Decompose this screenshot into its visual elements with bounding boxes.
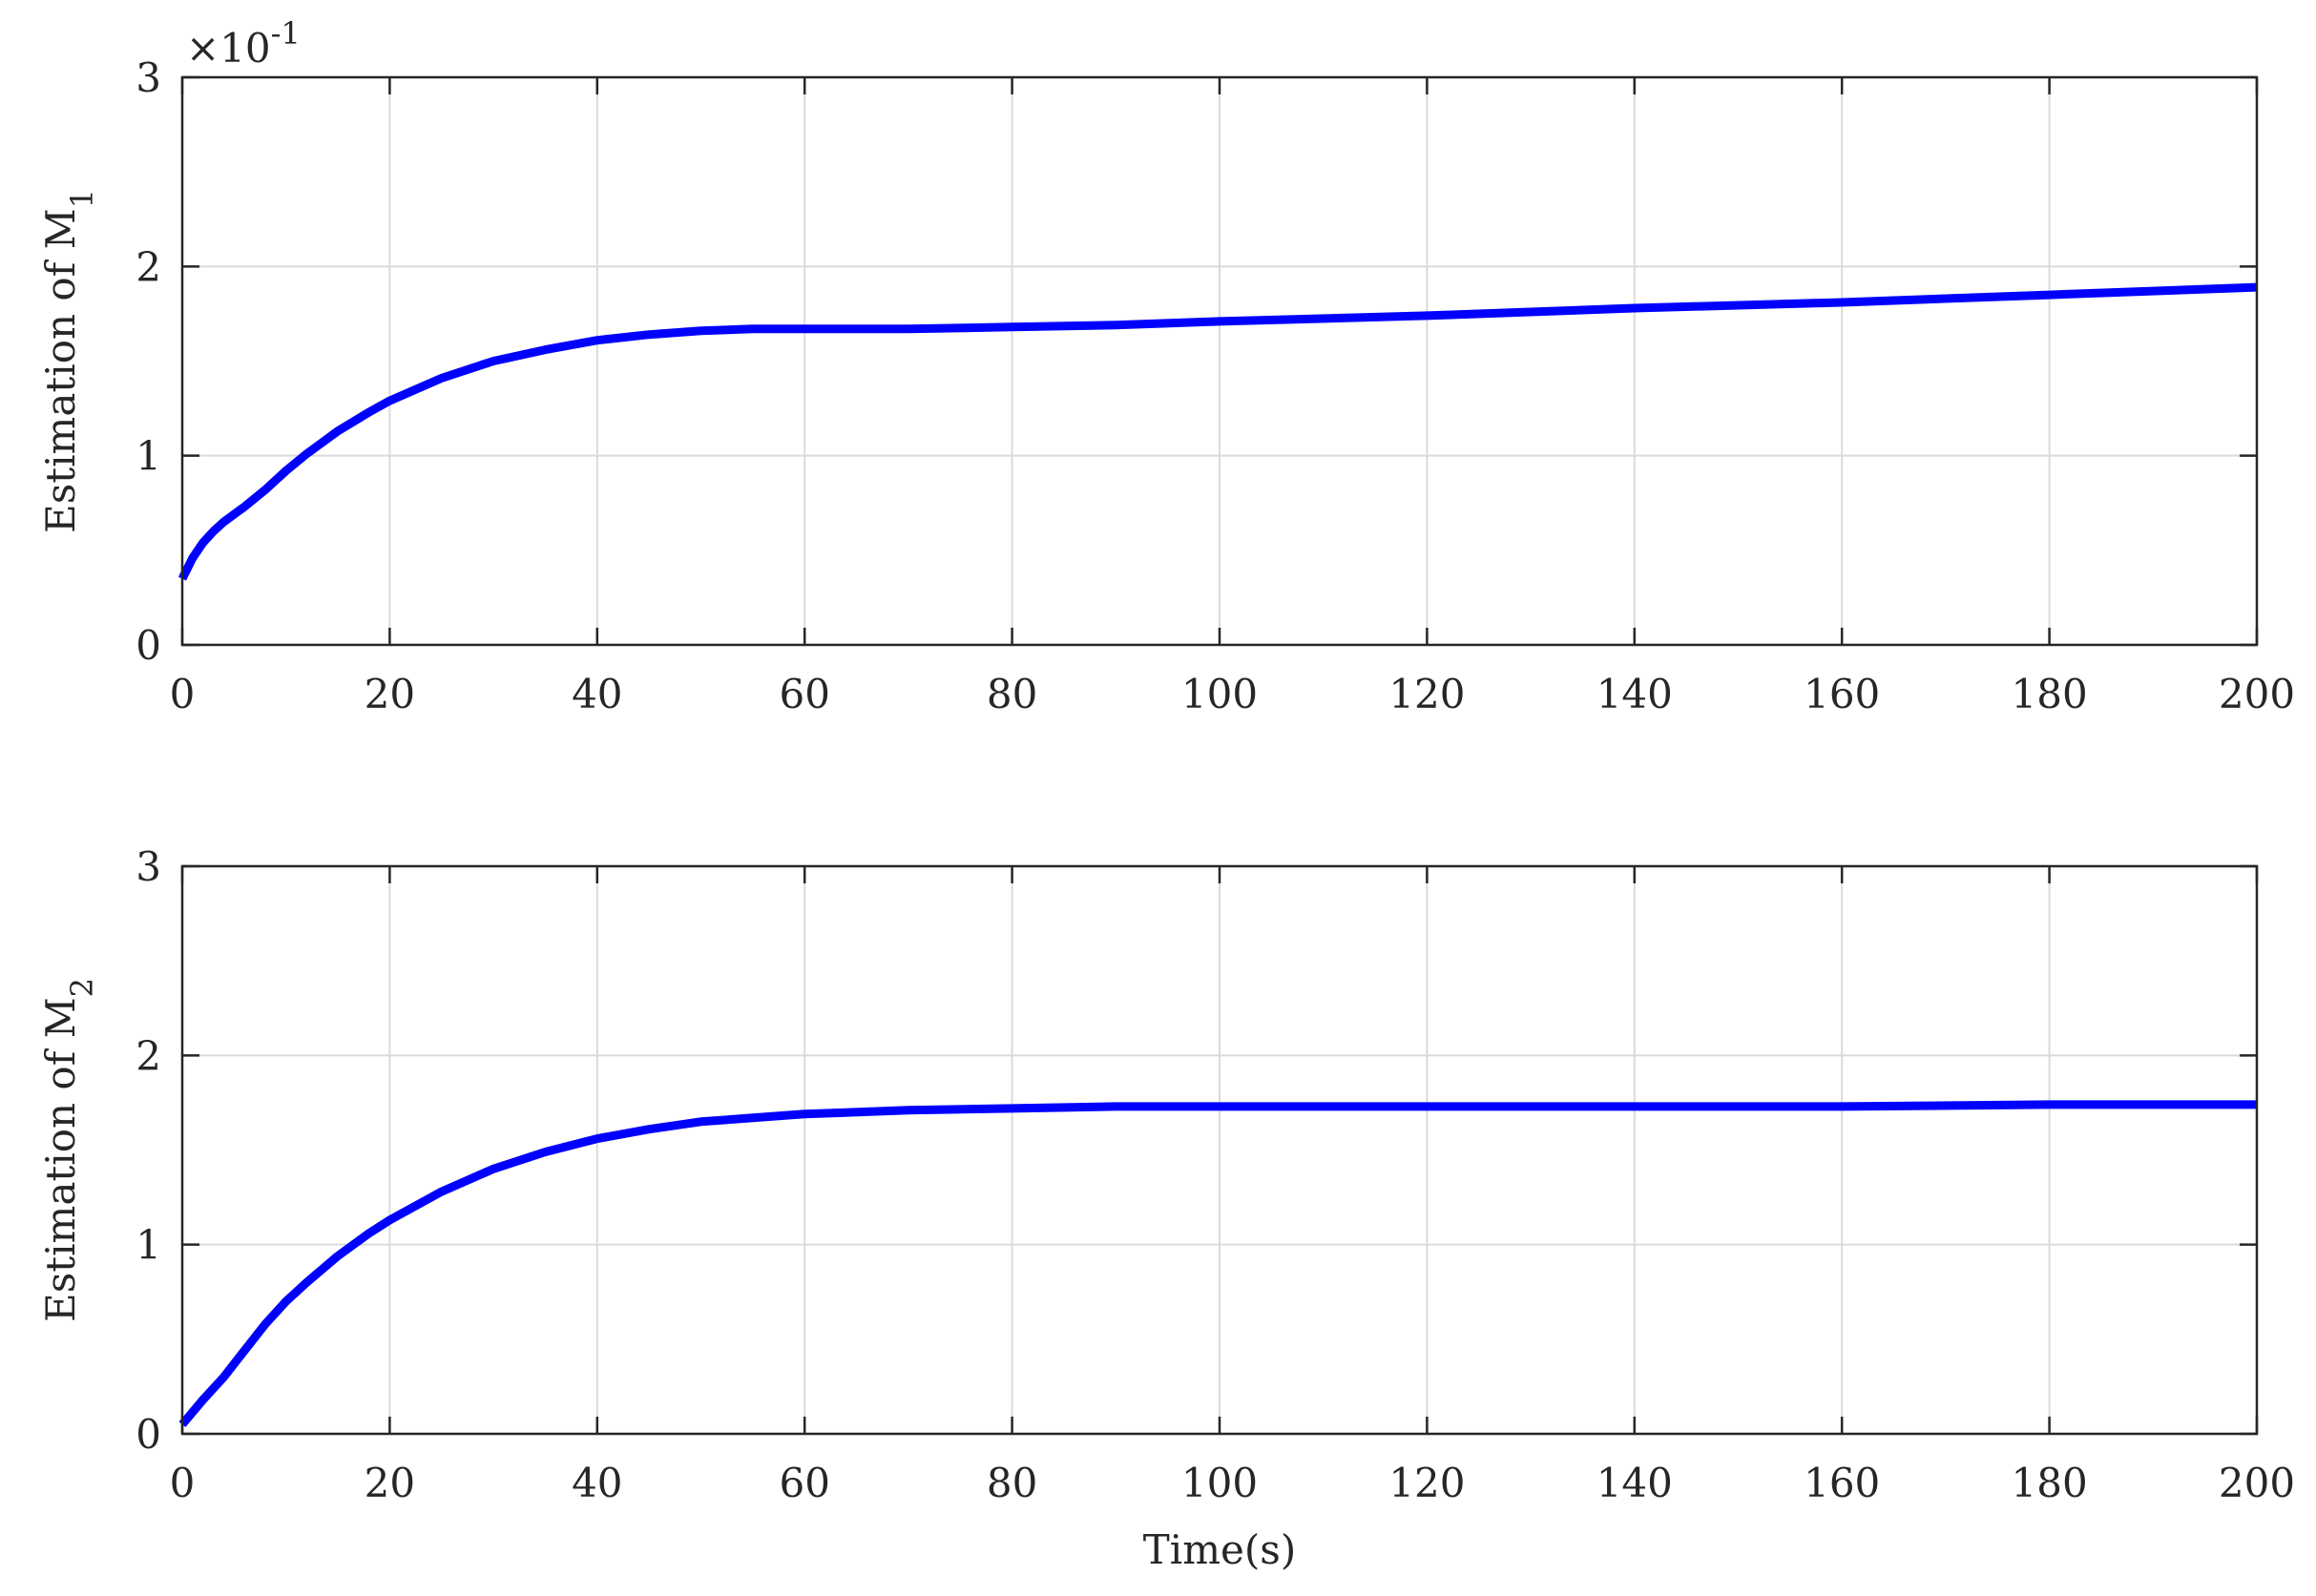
x-tick-label: 60 (779, 1460, 829, 1506)
y-tick-label: 1 (136, 1222, 161, 1269)
x-tick-label: 200 (2219, 671, 2295, 717)
axis-multiplier: ×10-1 (186, 15, 301, 72)
y-tick-label: 3 (136, 843, 161, 890)
x-tick-label: 120 (1388, 1460, 1465, 1506)
x-tick-label: 0 (170, 671, 196, 717)
x-tick-label: 140 (1596, 1460, 1673, 1506)
x-tick-label: 40 (572, 671, 622, 717)
chart-panel-bottom: 0 20 40 60 80 100 120 140 160 180 200 0 1 2 3 Estimat… (37, 843, 2295, 1573)
y-axis-title-main: Estimation of M (37, 208, 84, 533)
series-group (177, 282, 2258, 581)
x-axis-title: Time(s) (1143, 1526, 1296, 1573)
y-axis-title-subscript: 1 (64, 189, 100, 208)
y-tick-labels: 0 1 2 3 (136, 843, 161, 1458)
x-tick-label: 20 (365, 671, 415, 717)
x-tick-label: 160 (1804, 1460, 1880, 1506)
x-tick-labels: 0 20 40 60 80 100 120 140 160 180 200 (170, 1460, 2295, 1506)
x-tick-label: 20 (365, 1460, 415, 1506)
y-axis-title-subscript: 2 (64, 978, 100, 997)
x-tick-label: 0 (170, 1460, 196, 1506)
x-tick-label: 100 (1181, 671, 1258, 717)
tick-marks (180, 75, 2259, 647)
x-tick-label: 120 (1388, 671, 1465, 717)
axis-multiplier-exponent: -1 (271, 15, 301, 52)
y-tick-label: 2 (136, 243, 161, 290)
y-tick-label: 0 (136, 622, 161, 669)
x-tick-label: 180 (2012, 671, 2088, 717)
y-tick-label: 3 (136, 54, 161, 101)
tick-marks (180, 864, 2259, 1436)
axis-multiplier-base: ×10 (186, 25, 271, 72)
x-tick-label: 60 (779, 671, 829, 717)
x-tick-label: 100 (1181, 1460, 1258, 1506)
chart-panel-top: 0 20 40 60 80 100 120 140 160 180 200 0 1 2 3 Estimat… (37, 15, 2295, 717)
y-tick-label: 0 (136, 1411, 161, 1458)
x-tick-label: 80 (987, 671, 1037, 717)
y-tick-label: 1 (136, 433, 161, 480)
x-tick-label: 40 (572, 1460, 622, 1506)
y-axis-title-main: Estimation of M (37, 997, 84, 1322)
x-tick-label: 200 (2219, 1460, 2295, 1506)
y-axis-title: Estimation of M2 (37, 978, 100, 1322)
x-tick-labels: 0 20 40 60 80 100 120 140 160 180 200 (170, 671, 2295, 717)
y-axis-title: Estimation of M1 (37, 189, 100, 533)
series-line (178, 1100, 2257, 1427)
x-tick-label: 160 (1804, 671, 1880, 717)
x-tick-label: 180 (2012, 1460, 2088, 1506)
x-tick-label: 140 (1596, 671, 1673, 717)
series-line (177, 282, 2258, 581)
y-tick-labels: 0 1 2 3 (136, 54, 161, 669)
x-tick-label: 80 (987, 1460, 1037, 1506)
grid-lines (182, 77, 2257, 645)
series-group (178, 1100, 2257, 1427)
y-tick-label: 2 (136, 1032, 161, 1079)
grid-lines (182, 866, 2257, 1434)
